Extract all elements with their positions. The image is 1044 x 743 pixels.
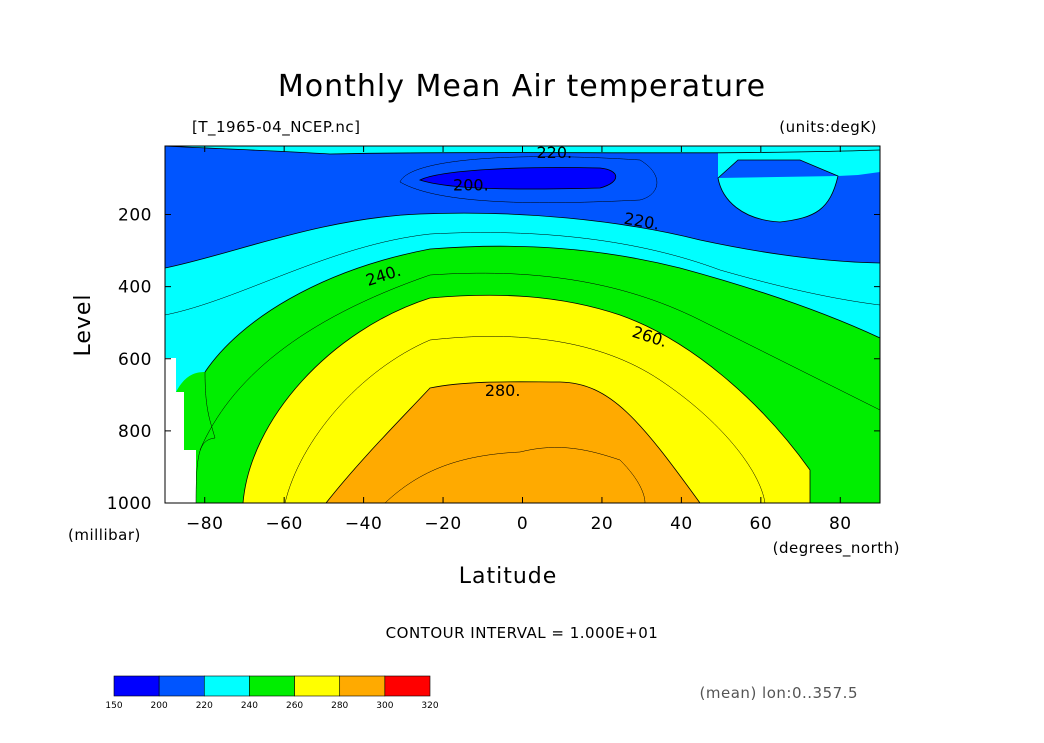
colorbar-swatch [203, 675, 250, 697]
x-tick-label: 80 [829, 514, 852, 534]
colorbar-swatch [158, 675, 205, 697]
region-fill-missing [165, 358, 196, 503]
colorbar-swatch [113, 675, 160, 697]
x-tick-label: 40 [670, 514, 693, 534]
x-tick-label: −20 [424, 514, 461, 534]
colorbar-swatch [339, 675, 386, 697]
contour-line-right-top [717, 159, 839, 223]
colorbar-swatch [249, 675, 295, 697]
colorbar-swatch [384, 675, 431, 697]
contour-label: 280. [485, 381, 521, 400]
y-axis: 200 400 600 800 1000 [107, 206, 880, 514]
x-axis-title: Latitude [459, 564, 558, 589]
contour-line-290 [384, 447, 646, 503]
colorbar: 150 200 220 240 260 280 300 320 [105, 675, 439, 711]
contour-label: 220. [536, 143, 572, 162]
units-label: (units:degK) [779, 118, 877, 136]
x-tick-label: 0 [517, 514, 528, 534]
x-tick-label: 20 [591, 514, 614, 534]
colorbar-tick-label: 320 [421, 701, 438, 711]
contour-label: 200. [453, 176, 489, 195]
contour-line-280 [325, 381, 701, 503]
x-axis: −80 −60 −40 −20 0 20 40 60 80 [186, 146, 852, 534]
x-tick-label: 60 [750, 514, 773, 534]
contour-line-left [195, 371, 216, 503]
region-fill-280-300 [326, 381, 700, 503]
x-tick-label: −80 [186, 514, 223, 534]
contour-line-220-top [165, 146, 880, 155]
y-axis-title: Level [71, 293, 96, 356]
y-tick-label: 600 [118, 350, 152, 370]
contour-line-200 [418, 167, 617, 190]
colorbar-tick-label: 150 [105, 701, 122, 711]
colorbar-tick-label: 260 [286, 701, 303, 711]
colorbar-swatch [294, 675, 341, 697]
contour-line-250 [199, 272, 880, 451]
contour-lines [165, 146, 880, 503]
contour-line-220 [165, 212, 880, 269]
colorbar-tick-label: 200 [151, 701, 168, 711]
x-tick-label: −60 [265, 514, 302, 534]
contour-line-210 [399, 156, 658, 203]
footer-label: (mean) lon:0..357.5 [700, 684, 858, 702]
colorbar-tick-label: 240 [241, 701, 258, 711]
contour-line-260 [242, 294, 811, 503]
file-label: [T_1965-04_NCEP.nc] [192, 118, 360, 137]
colorbar-tick-label: 280 [331, 701, 348, 711]
colorbar-tick-label: 300 [376, 701, 393, 711]
contour-line-270 [284, 336, 766, 503]
y-tick-label: 800 [118, 422, 152, 442]
region-fill-150-200 [420, 167, 616, 190]
colorbar-tick-label: 220 [196, 701, 213, 711]
plot-area [164, 145, 881, 504]
contour-interval: CONTOUR INTERVAL = 1.000E+01 [386, 624, 659, 642]
contour-line-230 [165, 232, 880, 316]
y-units-label: (millibar) [68, 526, 141, 544]
contour-line-240 [204, 245, 880, 373]
y-tick-label: 200 [118, 206, 152, 226]
chart-title: Monthly Mean Air temperature [278, 69, 766, 104]
x-units-label: (degrees_north) [773, 539, 900, 558]
y-tick-label: 400 [118, 278, 152, 298]
x-tick-label: −40 [345, 514, 382, 534]
y-tick-label: 1000 [107, 494, 152, 514]
region-fill-cyan-right [718, 146, 880, 222]
